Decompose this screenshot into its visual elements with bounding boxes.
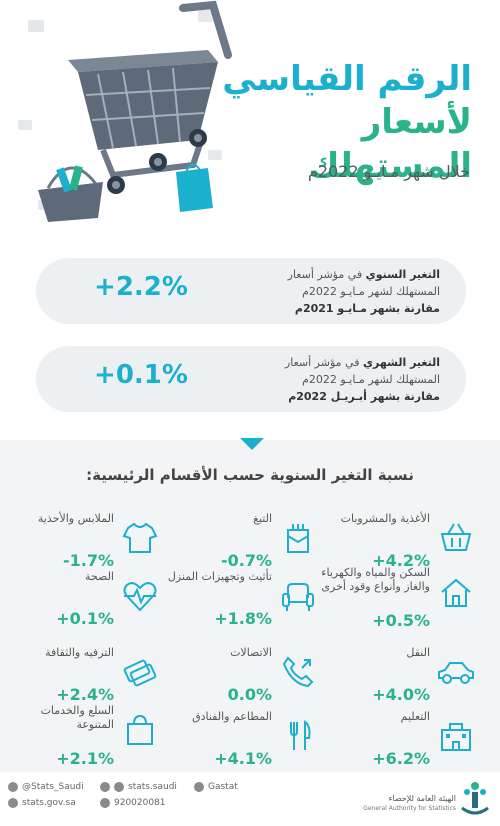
- annual-change-value: +2.2%: [94, 272, 188, 302]
- category-recreation: الترفيه والثقافة +2.4%: [10, 646, 160, 706]
- monthly-change-label: التغير الشهري: [362, 356, 440, 369]
- annual-change-text: التغير السنوي في مؤشر أسعار المستهلك لشه…: [230, 266, 440, 317]
- title-line-1: الرقم القياسي: [222, 59, 472, 99]
- category-tobacco: التبغ -0.7%: [168, 512, 318, 572]
- org-name-ar: الهيئة العامة للإحصاء: [388, 794, 456, 803]
- phone-icon: [282, 656, 314, 688]
- shopping-cart-illustration: [18, 0, 232, 222]
- annual-change-line2: المستهلك لشهر مـايـو 2022م: [302, 285, 440, 298]
- category-value: +0.1%: [56, 609, 114, 628]
- phone-footer-icon: [100, 798, 110, 808]
- gastat-logo: الهيئة العامة للإحصاء General Authority …: [363, 778, 492, 820]
- category-label: الملابس والأحذية: [37, 512, 114, 525]
- footer: @Stats_Saudi stats.gov.sa stats.saudi 92…: [0, 772, 500, 826]
- twitter-link[interactable]: @Stats_Saudi: [8, 782, 84, 792]
- category-label: الأغذية والمشروبات: [340, 512, 430, 525]
- category-label: الصحة: [85, 570, 114, 583]
- section-divider-arrow: [240, 438, 264, 450]
- facebook-icon: [100, 782, 110, 792]
- annual-change-line3: مقارنة بشهر مـايـو 2021م: [294, 302, 440, 315]
- category-label: السلع والخدمات المتنوعة: [40, 704, 114, 731]
- category-communications: الاتصالات 0.0%: [168, 646, 318, 706]
- category-value: +1.8%: [214, 609, 272, 628]
- category-label: الاتصالات: [230, 646, 272, 659]
- instagram-handle: stats.saudi: [128, 782, 177, 792]
- category-education: التعليم +6.2%: [326, 710, 476, 770]
- category-label: المطاعم والفنادق: [192, 710, 272, 723]
- globe-icon: [8, 798, 18, 808]
- website-link[interactable]: stats.gov.sa: [8, 798, 76, 808]
- title-line-2: لأسعار المستهلك: [308, 102, 472, 186]
- linkedin-handle: Gastat: [208, 782, 238, 792]
- cigarette-icon: [287, 524, 309, 553]
- category-label: تأثيث وتجهيزات المنزل: [167, 570, 272, 583]
- page-title: الرقم القياسي لأسعار المستهلك: [212, 58, 472, 188]
- category-value: -0.7%: [220, 551, 272, 570]
- annual-change-line1: في مؤشر أسعار: [287, 268, 366, 281]
- category-value: +4.0%: [372, 685, 430, 704]
- category-restaurants: المطاعم والفنادق +4.1%: [168, 710, 318, 770]
- category-housing: السكن والمياه والكهرباء والغاز وأنواع وق…: [321, 566, 476, 632]
- phone-link[interactable]: 920020081: [100, 798, 166, 808]
- category-clothing: الملابس والأحذية -1.7%: [10, 512, 160, 572]
- monthly-change-card: +0.1% التغير الشهري في مؤشر أسعار المسته…: [36, 346, 466, 412]
- page-subtitle: خلال شهر مـايـو 2022م: [307, 162, 470, 181]
- shirt-icon: [122, 522, 158, 553]
- category-value: -1.7%: [62, 551, 114, 570]
- annual-change-label: التغير السنوي: [365, 268, 440, 281]
- armchair-icon: [282, 583, 314, 611]
- category-value: +0.5%: [372, 611, 430, 630]
- instagram-icon: [114, 782, 124, 792]
- cutlery-icon: [290, 720, 311, 750]
- category-value: +6.2%: [372, 749, 430, 768]
- category-value: +2.4%: [56, 685, 114, 704]
- website-url: stats.gov.sa: [22, 798, 76, 808]
- section-title: نسبة التغير السنوية حسب الأقسام الرئيسية…: [86, 466, 414, 484]
- category-value: 0.0%: [227, 685, 272, 704]
- org-name-en: General Authority for Statistics: [363, 805, 456, 812]
- phone-number: 920020081: [114, 798, 166, 808]
- instagram-link[interactable]: stats.saudi: [100, 782, 177, 792]
- category-label: التبغ: [253, 512, 272, 525]
- category-label: النقل: [406, 646, 430, 659]
- heart-pulse-icon: [123, 582, 157, 612]
- category-value: +4.2%: [372, 551, 430, 570]
- basket-icon: [440, 523, 472, 551]
- category-label: السكن والمياه والكهرباء والغاز وأنواع وق…: [321, 566, 430, 593]
- category-transport: النقل +4.0%: [326, 646, 476, 706]
- category-label: الترفيه والثقافة: [45, 646, 114, 659]
- category-furnishing: تأثيث وتجهيزات المنزل +1.8%: [168, 570, 318, 630]
- monthly-change-text: التغير الشهري في مؤشر أسعار المستهلك لشه…: [230, 354, 440, 405]
- twitter-handle: @Stats_Saudi: [22, 782, 84, 792]
- categories-section: [0, 440, 500, 772]
- category-label: التعليم: [400, 710, 430, 723]
- car-icon: [438, 662, 474, 684]
- house-icon: [441, 578, 471, 607]
- category-value: +4.1%: [214, 749, 272, 768]
- monthly-change-line1: في مؤشر أسعار: [284, 356, 363, 369]
- category-health: الصحة +0.1%: [10, 570, 160, 630]
- linkedin-icon: [194, 782, 204, 792]
- shopping-bag-icon: [127, 714, 153, 745]
- gastat-emblem-icon: [461, 782, 489, 815]
- annual-change-card: +2.2% التغير السنوي في مؤشر أسعار المسته…: [36, 258, 466, 324]
- linkedin-link[interactable]: Gastat: [194, 782, 238, 792]
- tickets-icon: [123, 659, 157, 687]
- category-value: +2.1%: [56, 749, 114, 768]
- monthly-change-value: +0.1%: [94, 360, 188, 390]
- category-food: الأغذية والمشروبات +4.2%: [326, 512, 476, 572]
- monthly-change-line3: مقارنة بشهر أبـريـل 2022م: [288, 390, 440, 403]
- hero-section: الرقم القياسي لأسعار المستهلك خلال شهر م…: [18, 0, 472, 412]
- school-icon: [441, 723, 471, 751]
- monthly-change-line2: المستهلك لشهر مـايـو 2022م: [302, 373, 440, 386]
- twitter-icon: [8, 782, 18, 792]
- category-misc: السلع والخدمات المتنوعة +2.1%: [10, 704, 160, 770]
